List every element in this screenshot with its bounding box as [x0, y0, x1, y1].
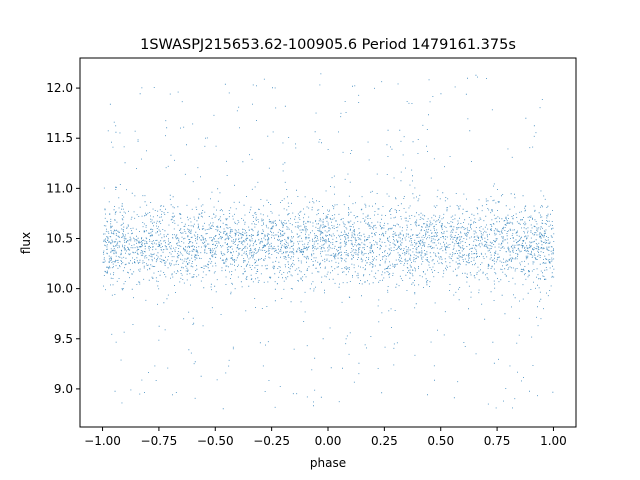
y-tick-label: 12.0 — [46, 81, 73, 95]
y-tick-label: 9.5 — [54, 332, 73, 346]
y-axis-label: flux — [19, 232, 33, 254]
x-axis: −1.00 −0.75 −0.50 −0.25 0.00 0.25 0.50 0.75 1.00 — [84, 427, 567, 448]
scatter-points — [102, 73, 555, 410]
x-axis-label: phase — [310, 456, 346, 470]
x-tick-label: −0.25 — [253, 434, 290, 448]
y-tick-label: 11.0 — [46, 181, 73, 195]
scatter-series — [102, 73, 555, 410]
x-tick-label: 1.00 — [540, 434, 567, 448]
y-tick-label: 9.0 — [54, 382, 73, 396]
y-tick-label: 10.5 — [46, 231, 73, 245]
x-tick-label: 0.75 — [484, 434, 511, 448]
x-tick-label: 0.00 — [315, 434, 342, 448]
x-tick-label: 0.25 — [371, 434, 398, 448]
x-tick-label: −0.75 — [141, 434, 178, 448]
x-tick-label: 0.50 — [427, 434, 454, 448]
y-tick-label: 10.0 — [46, 282, 73, 296]
chart-title: 1SWASPJ215653.62-100905.6 Period 1479161… — [140, 37, 516, 53]
x-tick-label: −0.50 — [197, 434, 234, 448]
y-axis: 9.0 9.5 10.0 10.5 11.0 11.5 12.0 — [46, 81, 80, 396]
x-tick-label: −1.00 — [84, 434, 121, 448]
plot-frame — [79, 57, 577, 428]
y-tick-label: 11.5 — [46, 131, 73, 145]
